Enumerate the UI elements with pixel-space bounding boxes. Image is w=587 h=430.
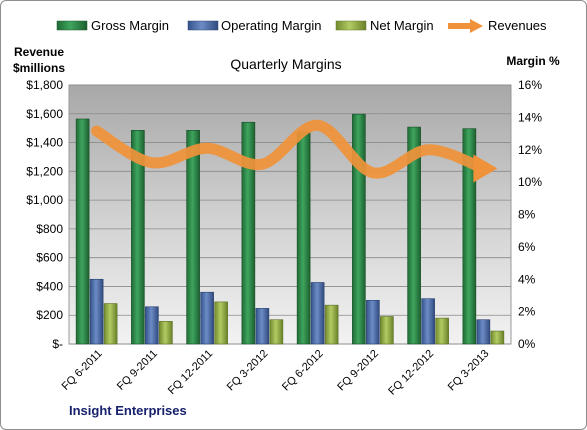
- legend-swatch-net-margin: [335, 20, 367, 31]
- category-labels: FQ 6-2011 FQ 9-2011 FQ 12-2011 FQ 3-2012 FQ …: [60, 348, 492, 398]
- right-axis-ticks: 0% 2% 4% 6% 8% 10% 12% 14% 16%: [518, 78, 542, 351]
- chart-title: Quarterly Margins: [230, 56, 341, 72]
- left-tick-label: $1,600: [26, 107, 63, 121]
- legend-label-net-margin: Net Margin: [370, 18, 434, 33]
- operating-margin-bar: [421, 298, 435, 345]
- gross-margin-bar: [186, 130, 200, 345]
- right-tick-label: 4%: [518, 272, 536, 286]
- net-margin-bar: [324, 304, 339, 345]
- net-margin-bar: [435, 317, 449, 345]
- right-tick-label: 12%: [518, 143, 542, 157]
- right-tick-label: 14%: [518, 110, 542, 124]
- left-axis-ticks: $- $200 $400 $600 $800 $1,000 $1,200 $1,400 $1,6…: [26, 78, 63, 351]
- legend-item-revenues: Revenues: [448, 18, 547, 33]
- net-margin-bar: [269, 319, 284, 345]
- revenues-arrowhead: [473, 154, 498, 183]
- legend-item-operating-margin: Operating Margin: [187, 18, 321, 33]
- left-tick-label: $200: [36, 308, 63, 322]
- category-label: FQ 3-2013: [446, 348, 492, 394]
- category-label: FQ 6-2011: [60, 348, 105, 393]
- category-label: FQ 3-2012: [225, 348, 271, 394]
- legend-item-net-margin: Net Margin: [335, 18, 434, 33]
- gross-margin-bar: [131, 130, 145, 345]
- operating-margin-bar: [145, 306, 159, 345]
- legend-label-gross-margin: Gross Margin: [91, 18, 169, 33]
- net-margin-bar: [490, 330, 505, 345]
- gross-margin-bar: [296, 131, 311, 345]
- legend-label-revenues: Revenues: [488, 18, 547, 33]
- operating-margin-bar: [200, 291, 214, 345]
- left-axis-title-line2: $millions: [13, 61, 65, 75]
- legend-swatch-gross-margin: [56, 20, 88, 31]
- left-tick-label: $400: [36, 279, 63, 293]
- net-margin-bar: [103, 303, 118, 345]
- legend-item-gross-margin: Gross Margin: [56, 18, 169, 33]
- legend-swatch-operating-margin: [187, 20, 219, 31]
- gross-margin-bar: [407, 126, 421, 345]
- category-label: FQ 12-2011: [166, 348, 215, 397]
- left-tick-label: $600: [36, 251, 63, 265]
- operating-margin-bar: [89, 278, 104, 345]
- revenue-line: [91, 119, 498, 183]
- right-tick-label: 8%: [518, 208, 536, 222]
- gross-margin-bar: [352, 113, 366, 345]
- company-label: Insight Enterprises: [69, 403, 187, 418]
- net-margin-bar: [380, 316, 394, 345]
- legend: Gross Margin Operating Margin Net Margin…: [56, 18, 547, 33]
- right-tick-label: 10%: [518, 175, 542, 189]
- net-margin-bar: [159, 321, 173, 345]
- operating-margin-bar: [476, 319, 491, 345]
- category-label: FQ 6-2012: [280, 348, 326, 394]
- gross-margin-bar: [75, 118, 90, 345]
- right-tick-label: 16%: [518, 78, 542, 92]
- legend-label-operating-margin: Operating Margin: [221, 18, 321, 33]
- arrow-icon: [470, 19, 483, 33]
- category-label: FQ 9-2011: [115, 348, 160, 393]
- net-margin-bar: [214, 301, 228, 345]
- left-tick-label: $1,400: [26, 136, 63, 150]
- gross-margin-bar: [462, 128, 477, 345]
- right-axis-title: Margin %: [506, 54, 560, 68]
- operating-margin-bar: [310, 282, 325, 345]
- category-label: FQ 12-2012: [386, 348, 436, 398]
- gross-margin-bar: [241, 121, 256, 345]
- left-tick-label: $-: [52, 337, 63, 351]
- category-label: FQ 9-2012: [335, 348, 381, 394]
- right-tick-label: 0%: [518, 337, 536, 351]
- left-tick-label: $1,000: [26, 193, 63, 207]
- right-tick-label: 6%: [518, 240, 536, 254]
- left-tick-label: $1,800: [26, 78, 63, 92]
- operating-margin-bar: [366, 299, 380, 345]
- left-tick-label: $800: [36, 222, 63, 236]
- revenues-line: [91, 119, 489, 179]
- left-tick-label: $1,200: [26, 164, 63, 178]
- operating-margin-bar: [255, 308, 270, 345]
- right-tick-label: 2%: [518, 305, 536, 319]
- left-axis-title-line1: Revenue: [14, 45, 64, 59]
